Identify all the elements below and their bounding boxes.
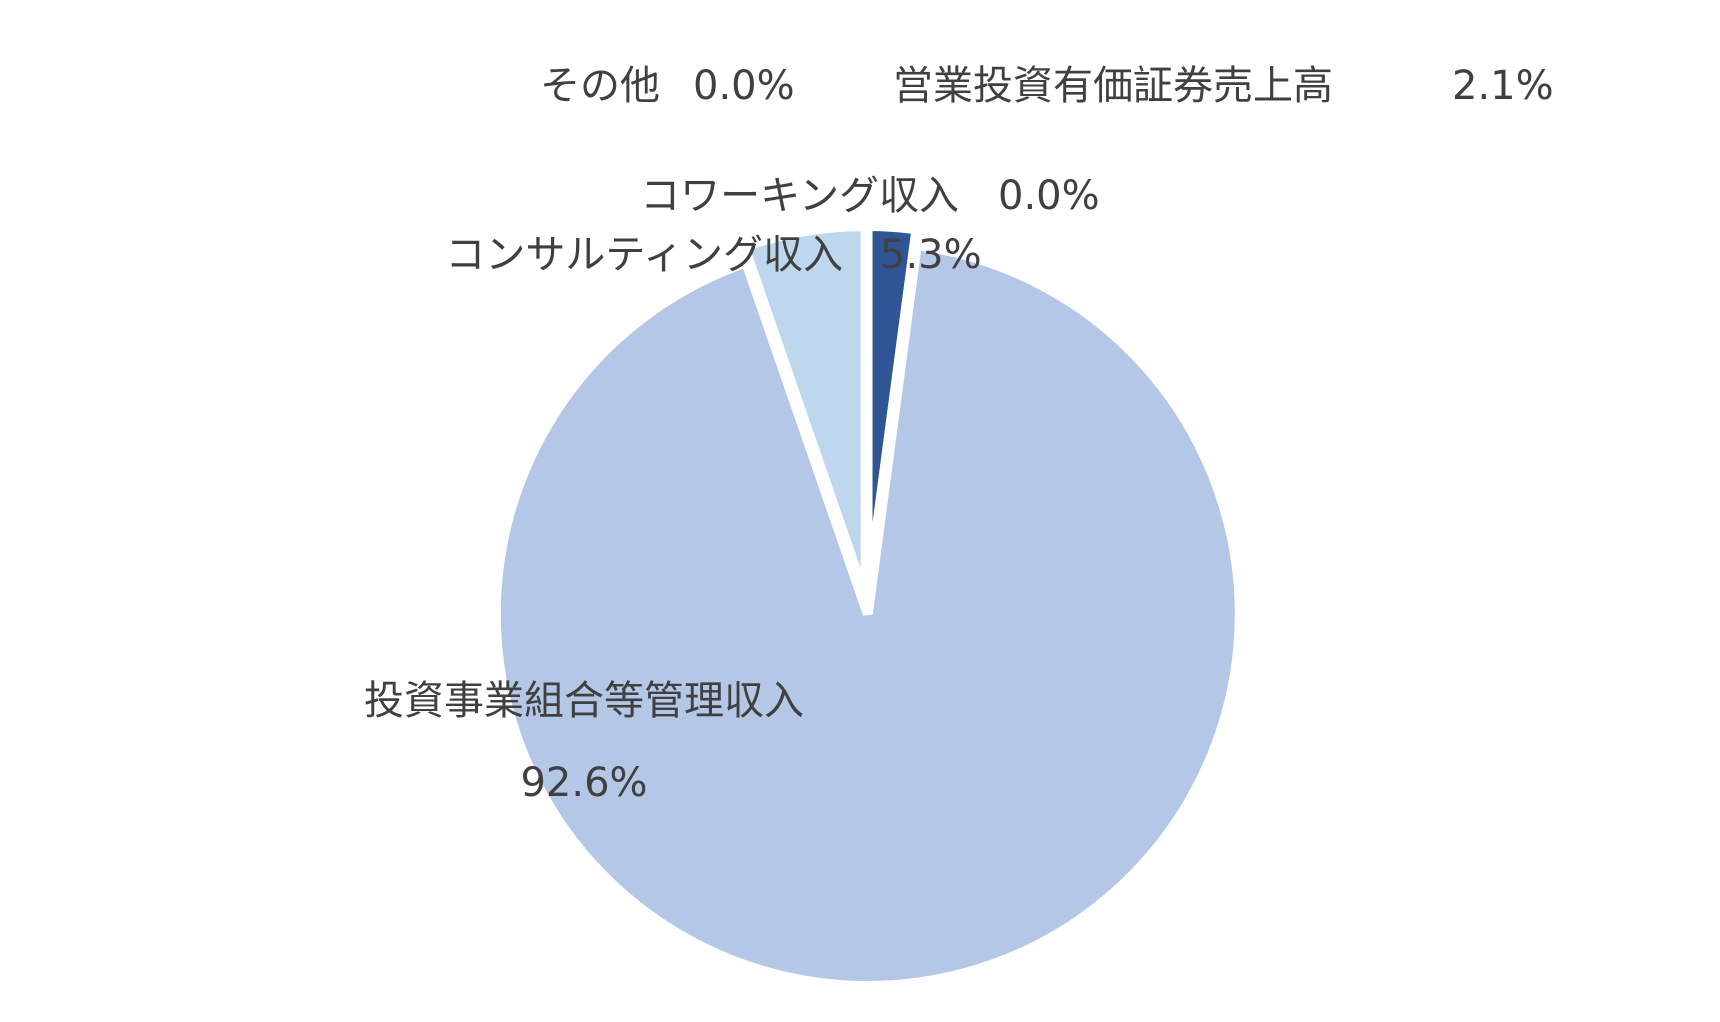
data-label-value: 2.1%: [1452, 63, 1554, 109]
pie-slice: [490, 239, 1245, 991]
data-label-value: 92.6%: [520, 760, 647, 806]
data-label-name: 投資事業組合等管理収入: [364, 678, 804, 724]
data-label-value: 0.0%: [693, 63, 795, 109]
data-label-name: 営業投資有価証券売上高: [893, 63, 1333, 109]
data-label-name: その他: [540, 63, 660, 109]
data-label-name: コワーキング収入: [640, 173, 959, 219]
data-label-name: コンサルティング収入: [445, 232, 843, 278]
data-label-value: 5.3%: [880, 232, 982, 278]
data-label-value: 0.0%: [998, 173, 1100, 219]
